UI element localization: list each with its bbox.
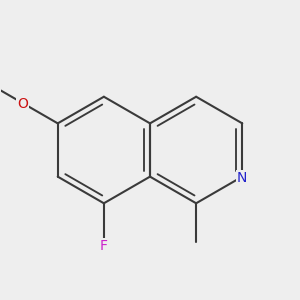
- Text: F: F: [100, 239, 108, 253]
- Text: O: O: [17, 98, 28, 111]
- Text: N: N: [237, 171, 247, 185]
